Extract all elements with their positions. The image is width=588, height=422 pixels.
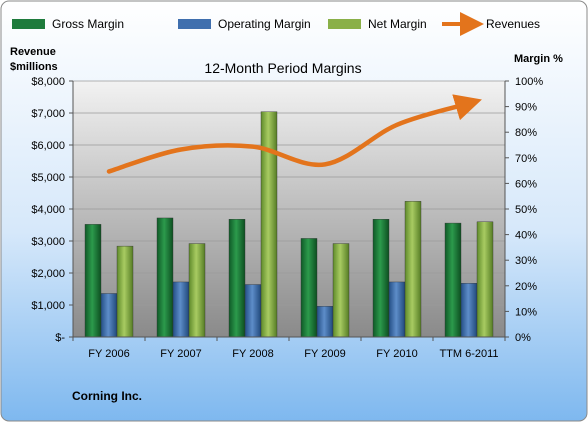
right-axis-tick-label: 50% (515, 204, 537, 216)
bar-net-margin (332, 243, 350, 338)
footer-company: Corning Inc. (72, 389, 142, 403)
left-axis-tick-label: $5,000 (31, 172, 65, 184)
bars (84, 111, 494, 338)
left-axis-tick-label: $4,000 (31, 204, 65, 216)
x-axis-tick-label: TTM 6-2011 (439, 348, 498, 360)
legend-swatch-net-margin (328, 19, 361, 29)
right-axis-tick-label: 10% (515, 306, 537, 318)
bar-net-margin (188, 243, 206, 338)
legend: Gross Margin Operating Margin Net Margin… (12, 12, 540, 36)
axes: $- $1,000 $2,000 $3,000 $4,000 $5,000 $6,000 $7… (31, 76, 543, 360)
bar-operating-margin (316, 306, 334, 338)
bar-operating-margin (100, 293, 118, 338)
bar-net-margin (476, 221, 494, 338)
left-axis-label-line2: $millions (10, 61, 58, 73)
right-axis-tick-label: 30% (515, 255, 537, 267)
x-axis-tick-label: FY 2007 (160, 348, 201, 360)
x-axis-tick-label: FY 2009 (304, 348, 345, 360)
revenue-line (106, 94, 482, 174)
left-axis-tick-label: $2,000 (31, 268, 65, 280)
bar-gross-margin (228, 219, 246, 338)
bar-net-margin (116, 245, 134, 338)
bar-net-margin (404, 201, 422, 338)
bar-gross-margin (84, 224, 102, 338)
right-axis-tick-label: 80% (515, 127, 537, 139)
bar-operating-margin (388, 281, 406, 338)
bar-gross-margin (300, 238, 318, 338)
bar-operating-margin (172, 281, 190, 338)
right-axis-tick-label: 0% (515, 332, 531, 344)
legend-swatch-gross-margin (12, 19, 45, 29)
chart-title: 12-Month Period Margins (204, 60, 361, 76)
left-axis-tick-label: $3,000 (31, 236, 65, 248)
legend-label-net-margin: Net Margin (368, 17, 427, 31)
right-axis-tick-label: 40% (515, 230, 537, 242)
right-axis-tick-label: 20% (515, 281, 537, 293)
legend-label-gross-margin: Gross Margin (52, 17, 124, 31)
right-axis-tick-label: 90% (515, 102, 537, 114)
left-axis-tick-label: $8,000 (31, 76, 65, 88)
bar-operating-margin (460, 283, 478, 338)
legend-swatch-operating-margin (178, 19, 211, 29)
x-axis-tick-label: FY 2010 (376, 348, 417, 360)
bar-gross-margin (156, 217, 174, 338)
legend-label-revenues: Revenues (486, 17, 540, 31)
bar-gross-margin (372, 219, 390, 338)
bar-gross-margin (444, 222, 462, 338)
right-axis-tick-label: 100% (515, 76, 543, 88)
legend-label-operating-margin: Operating Margin (218, 17, 311, 31)
bar-net-margin (260, 111, 278, 338)
right-axis-label: Margin % (514, 53, 563, 65)
x-axis-tick-label: FY 2006 (88, 348, 129, 360)
revenue-line-path (106, 94, 482, 174)
x-axis-tick-label: FY 2008 (232, 348, 273, 360)
left-axis-tick-label: $7,000 (31, 108, 65, 120)
bar-operating-margin (244, 284, 262, 338)
left-axis-tick-label: $6,000 (31, 140, 65, 152)
right-axis-tick-label: 60% (515, 178, 537, 190)
right-axis-tick-label: 70% (515, 153, 537, 165)
left-axis-tick-label: $1,000 (31, 300, 65, 312)
left-axis-tick-label: $- (55, 332, 65, 344)
left-axis-label-line1: Revenue (10, 46, 56, 58)
